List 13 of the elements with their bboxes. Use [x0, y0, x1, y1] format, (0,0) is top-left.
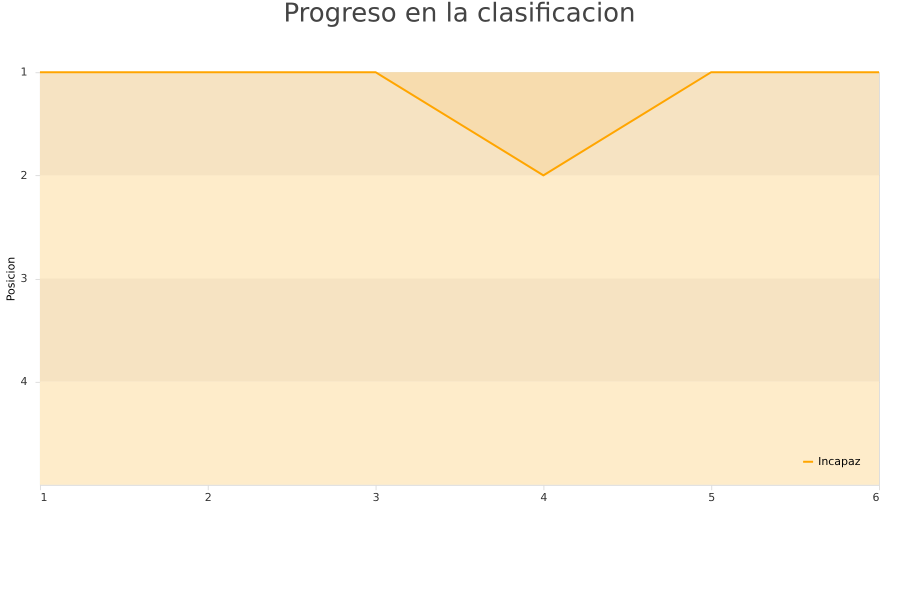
x-tick-label: 4 [540, 491, 548, 504]
y-axis-title: Posicion [4, 256, 18, 302]
y-tick-label: 4 [20, 375, 28, 388]
x-tick-label: 3 [372, 491, 380, 504]
x-tick-label: 5 [708, 491, 716, 504]
y-tick-label: 1 [20, 66, 28, 79]
y-tick-label: 3 [20, 272, 28, 285]
chart-title: Progreso en la clasificacion [283, 0, 636, 28]
x-tick-label: 6 [872, 491, 880, 504]
x-tick-label: 2 [204, 491, 212, 504]
y-tick-label: 2 [20, 168, 28, 182]
x-tick-label: 1 [40, 491, 48, 504]
legend-label: Incapaz [818, 454, 861, 468]
